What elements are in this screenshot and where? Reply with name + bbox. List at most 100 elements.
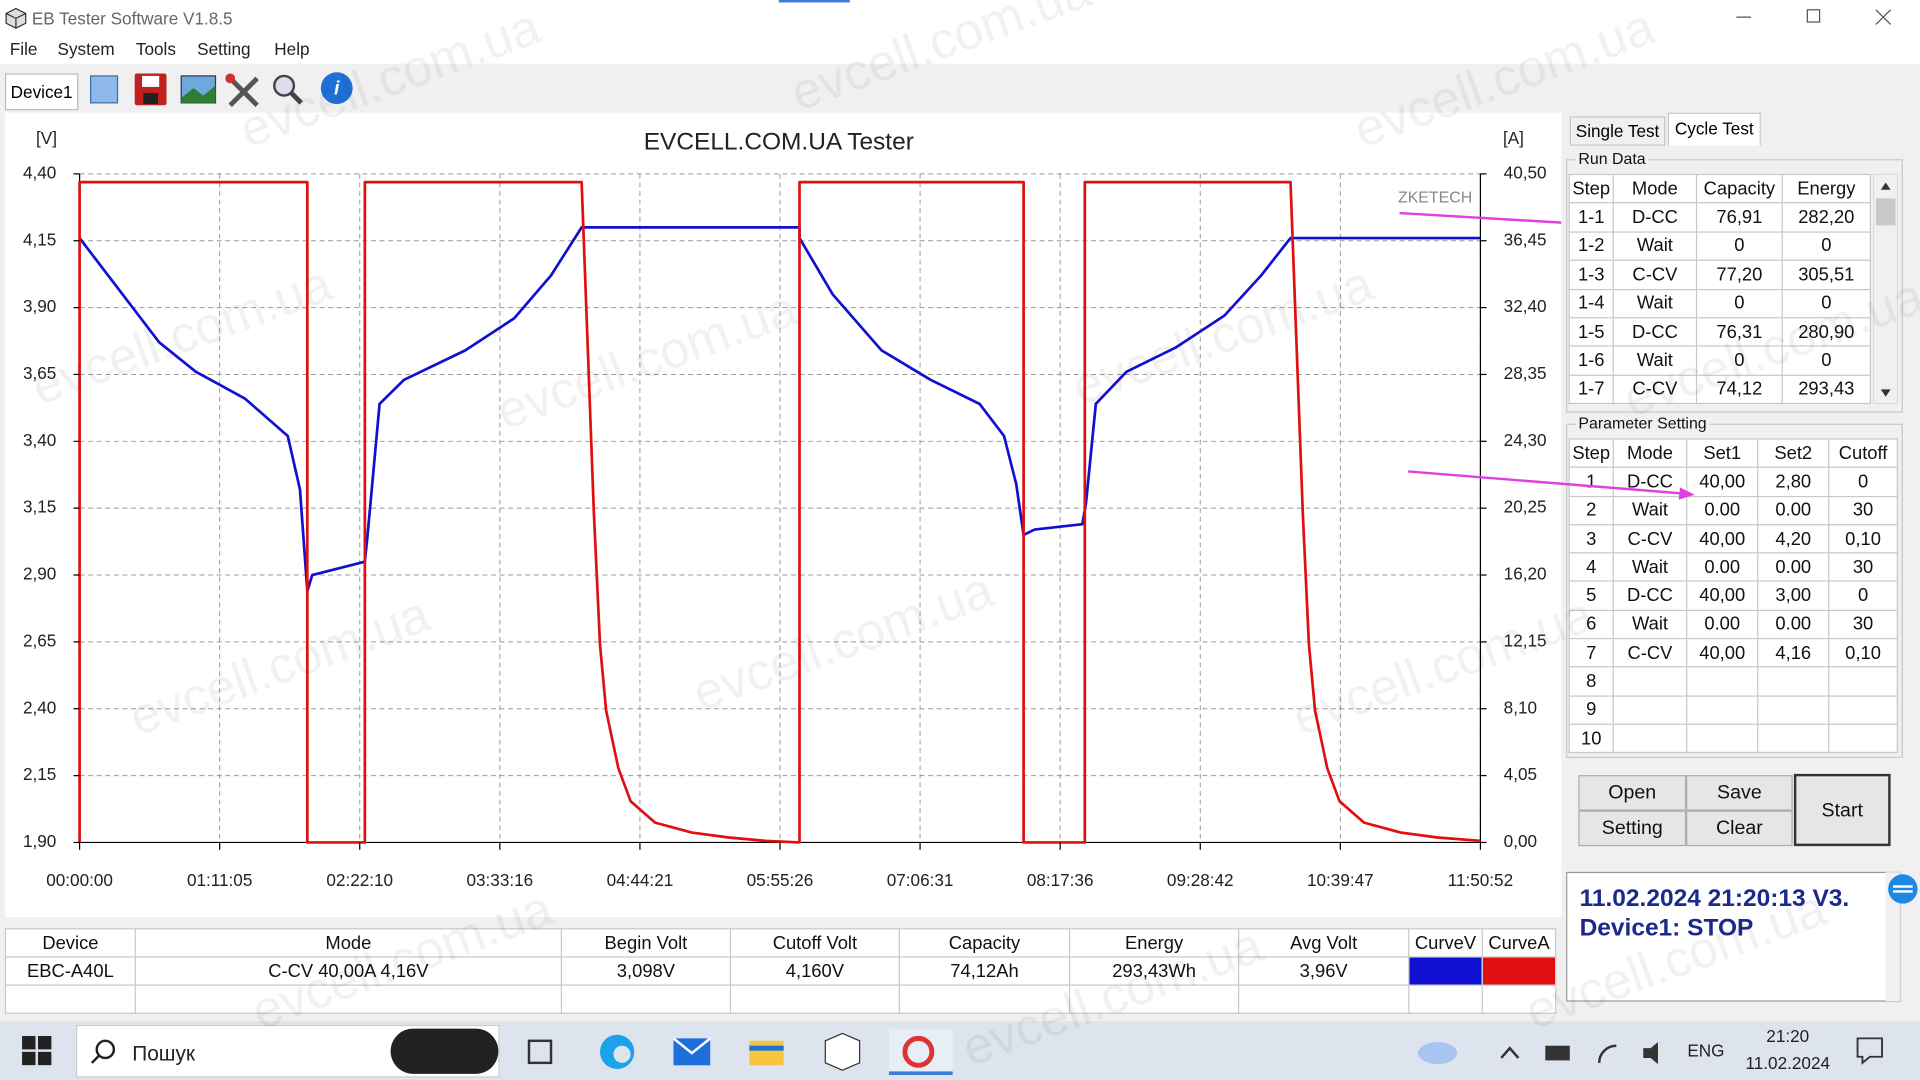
y2-tick-label: 0,00 — [1504, 831, 1537, 851]
header-cell: Device — [4, 928, 136, 958]
table: Step Mode Set1 Set2 Cutoff 1 D-CC 40,00 2,80 0 2 Wa… — [1568, 438, 1898, 754]
cell: Wait — [1612, 552, 1688, 583]
clear-button[interactable]: Clear — [1686, 810, 1793, 847]
header-cell: Step — [1568, 438, 1614, 469]
search-icon — [90, 1039, 116, 1064]
group-title: Run Data — [1575, 149, 1649, 168]
cell: 1-3 — [1568, 259, 1614, 290]
cell: 0.00 — [1757, 609, 1830, 640]
header-row: Step Mode Capacity Energy — [1568, 173, 1872, 204]
cell: 0,10 — [1828, 523, 1898, 554]
row: 2 Wait 0.00 0.00 30 — [1568, 495, 1898, 526]
search-box[interactable]: Пошук — [75, 1024, 500, 1078]
tab-active[interactable]: Cycle Test — [1667, 112, 1761, 146]
cell: 30 — [1828, 552, 1898, 583]
menu-item[interactable]: File — [9, 39, 38, 59]
y2-tick-label: 20,25 — [1504, 497, 1547, 517]
cell: 74,12Ah — [898, 956, 1071, 986]
cell: 0 — [1781, 231, 1872, 262]
cell — [1408, 984, 1483, 1014]
side-scroll[interactable] — [1885, 871, 1920, 1004]
menu-item[interactable]: Help — [274, 39, 310, 59]
cell: 40,00 — [1686, 466, 1759, 497]
cell: 0.00 — [1686, 609, 1759, 640]
clock-time[interactable]: 21:20 — [1766, 1026, 1810, 1046]
cell: 0.00 — [1757, 495, 1830, 526]
clock-date[interactable]: 11.02.2024 — [1745, 1053, 1831, 1073]
x-tick-label: 11:50:52 — [1448, 870, 1513, 890]
scrollbar[interactable] — [1873, 173, 1898, 405]
app-icon — [5, 7, 27, 29]
cell — [134, 984, 563, 1014]
svg-text:i: i — [334, 78, 340, 100]
menu-item[interactable]: Tools — [135, 39, 176, 59]
cell: 77,20 — [1695, 259, 1783, 290]
row: 1-7 C-CV 74,12 293,43 — [1568, 374, 1872, 405]
cell — [1828, 666, 1898, 697]
notification-icon[interactable] — [1855, 1036, 1884, 1065]
cell: 0 — [1695, 288, 1783, 319]
y2-tick-label: 16,20 — [1504, 564, 1547, 584]
row: 6 Wait 0.00 0.00 30 — [1568, 609, 1898, 640]
tray-icons[interactable] — [1408, 1031, 1677, 1073]
toolbar-icons[interactable]: i — [86, 69, 368, 113]
grid — [79, 173, 1481, 843]
y2-tick-label: 4,05 — [1504, 764, 1537, 784]
y2-tick-label: 24,30 — [1504, 430, 1547, 450]
save-button[interactable]: Save — [1686, 775, 1793, 811]
y-tick-label: 2,40 — [23, 697, 56, 717]
start-button[interactable]: Start — [1793, 773, 1891, 847]
header-cell: Begin Volt — [560, 928, 732, 958]
y2-tick-label: 32,40 — [1504, 296, 1547, 316]
cell — [1757, 666, 1830, 697]
menu-item[interactable]: Setting — [197, 39, 251, 59]
cell: 6 — [1568, 609, 1614, 640]
taskbar-apps[interactable] — [514, 1028, 967, 1076]
row: 1-4 Wait 0 0 — [1568, 288, 1872, 319]
series — [78, 180, 1481, 844]
row: 5 D-CC 40,00 3,00 0 — [1568, 580, 1898, 611]
cell — [4, 984, 136, 1014]
cell: 7 — [1568, 638, 1614, 668]
toolbar: Device1 i — [0, 68, 1920, 113]
open-button[interactable]: Open — [1578, 775, 1687, 811]
y-axis-label: [V] — [36, 128, 57, 148]
cell — [1481, 984, 1557, 1014]
cell: 4,16 — [1757, 638, 1830, 668]
cell: 0 — [1695, 345, 1783, 376]
copilot[interactable] — [390, 1028, 499, 1074]
start-icon[interactable] — [22, 1035, 52, 1066]
window-controls[interactable] — [1714, 0, 1920, 37]
cell — [1068, 984, 1240, 1014]
device-tab[interactable]: Device1 — [4, 73, 79, 111]
cell: Wait — [1612, 495, 1688, 526]
cell: D-CC — [1612, 466, 1688, 497]
cell: 30 — [1828, 495, 1898, 526]
summary-table: Device Mode Begin Volt Cutoff Volt Capacity E… — [4, 928, 1557, 1014]
cell — [1612, 695, 1688, 725]
row: 1-5 D-CC 76,31 280,90 — [1568, 317, 1872, 347]
cell — [1612, 666, 1688, 697]
cell: Wait — [1612, 345, 1698, 376]
cell: 2 — [1568, 495, 1614, 526]
setting-button[interactable]: Setting — [1578, 810, 1687, 847]
menu-bar: File System Tools Setting Help — [0, 36, 1920, 64]
cell: 280,90 — [1781, 317, 1872, 347]
cell: 9 — [1568, 695, 1614, 725]
menu-item[interactable]: System — [57, 39, 115, 59]
cell — [1686, 723, 1759, 754]
run-data-group — [1566, 159, 1903, 413]
cell: 5 — [1568, 580, 1614, 611]
tab[interactable]: Single Test — [1569, 116, 1666, 146]
cell — [1828, 723, 1898, 754]
cell: 4,20 — [1757, 523, 1830, 554]
brand-label: ZKETECH — [1398, 190, 1472, 207]
x-tick-label: 08:17:36 — [1027, 870, 1094, 890]
row: 10 — [1568, 723, 1898, 754]
cell: 0,10 — [1828, 638, 1898, 668]
language[interactable]: ENG — [1687, 1040, 1725, 1061]
row: 8 — [1568, 666, 1898, 697]
header-cell: Cutoff Volt — [729, 928, 901, 958]
header-cell: Mode — [1612, 173, 1698, 204]
y2-tick-label: 28,35 — [1504, 363, 1547, 383]
